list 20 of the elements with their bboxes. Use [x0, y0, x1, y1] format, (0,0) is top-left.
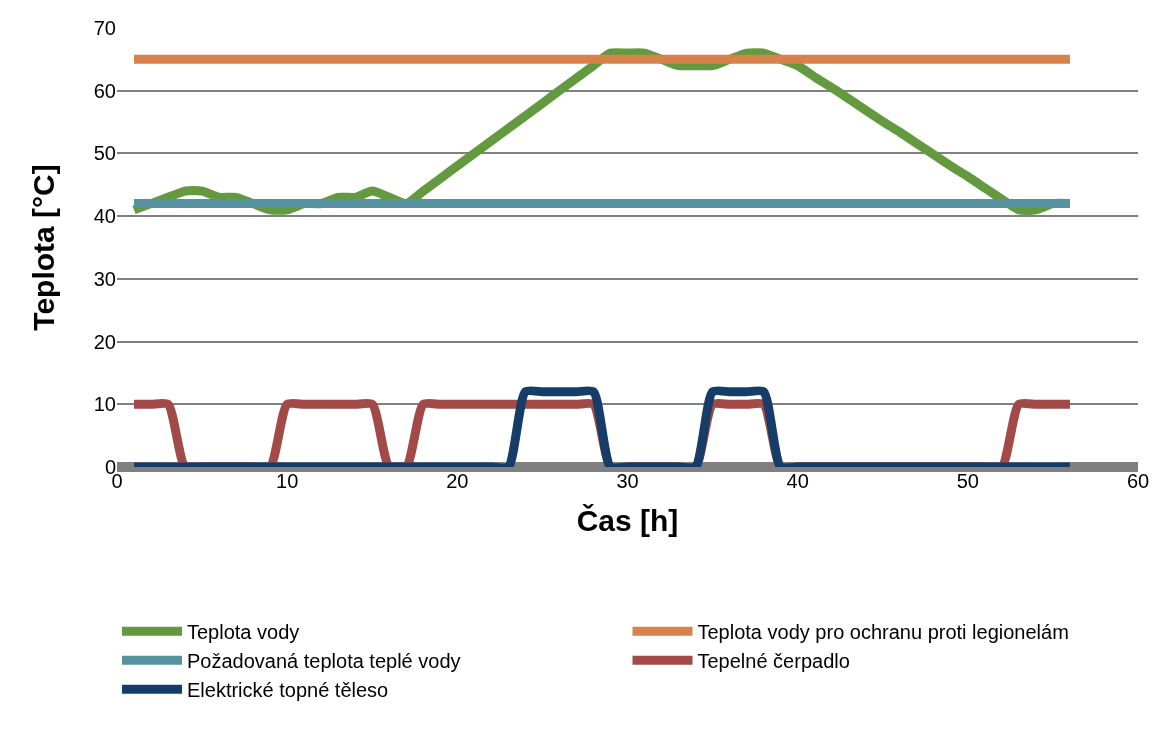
x-tick-label: 30	[616, 470, 639, 492]
y-tick-label: 60	[93, 79, 116, 102]
y-tick-label: 10	[93, 393, 116, 416]
y-axis-title: Teplota [°C]	[26, 164, 60, 331]
x-axis-title: Čas [h]	[576, 503, 679, 537]
legend-label: Elektrické topné těleso	[187, 679, 389, 702]
x-tick-label: 20	[446, 470, 469, 492]
x-tick-label: 60	[1126, 470, 1150, 492]
y-tick-label: 40	[93, 205, 116, 228]
legend-label: Teplota vody pro ochranu proti legionelám	[697, 621, 1069, 644]
x-tick-label: 10	[276, 470, 299, 492]
legend-label: Teplota vody	[187, 621, 300, 644]
y-tick-label: 70	[93, 17, 116, 39]
x-tick-label: 50	[956, 470, 979, 492]
y-tick-label: 30	[93, 267, 116, 290]
x-tick-label: 40	[786, 470, 809, 492]
legend-label: Tepelné čerpadlo	[697, 650, 850, 673]
legend-label: Požadovaná teplota teplé vody	[187, 650, 461, 673]
y-tick-label: 20	[93, 330, 116, 353]
y-tick-label: 50	[93, 142, 116, 165]
